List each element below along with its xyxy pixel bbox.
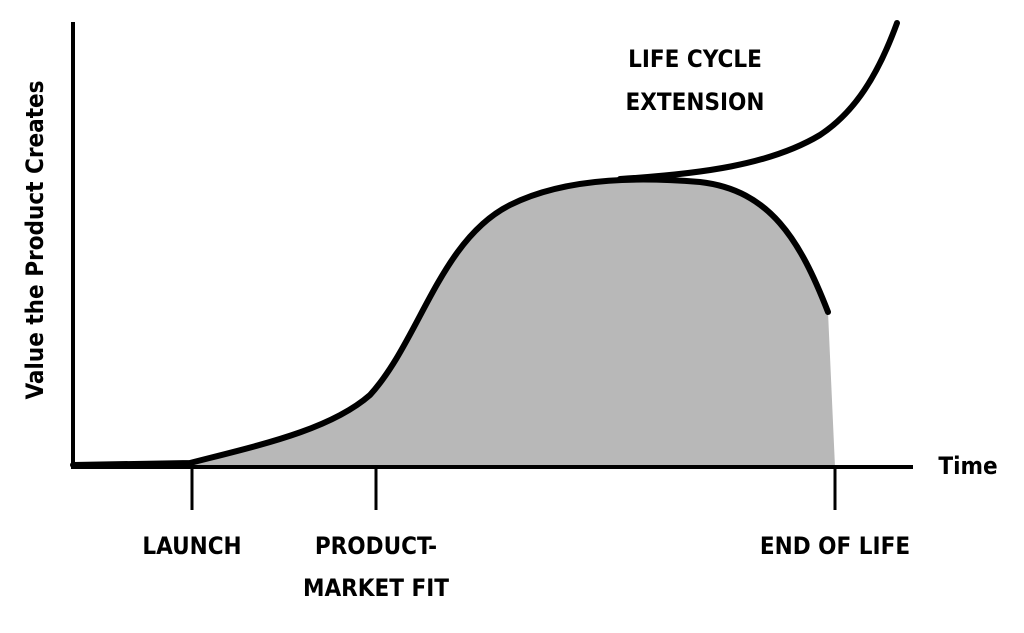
y-axis-label: Value the Product Creates (21, 80, 49, 399)
annotation: EXTENSION (626, 88, 765, 116)
x-axis-label: Time (938, 452, 997, 480)
milestone-label: PRODUCT- (315, 532, 437, 560)
milestone-label: END OF LIFE (760, 532, 910, 560)
milestone-label: LAUNCH (142, 532, 241, 560)
value-area (190, 179, 835, 467)
life-cycle-curve (70, 176, 831, 468)
extension-curve (617, 20, 900, 182)
annotation: LIFE CYCLE (628, 45, 762, 73)
milestone-label: MARKET FIT (303, 574, 449, 602)
